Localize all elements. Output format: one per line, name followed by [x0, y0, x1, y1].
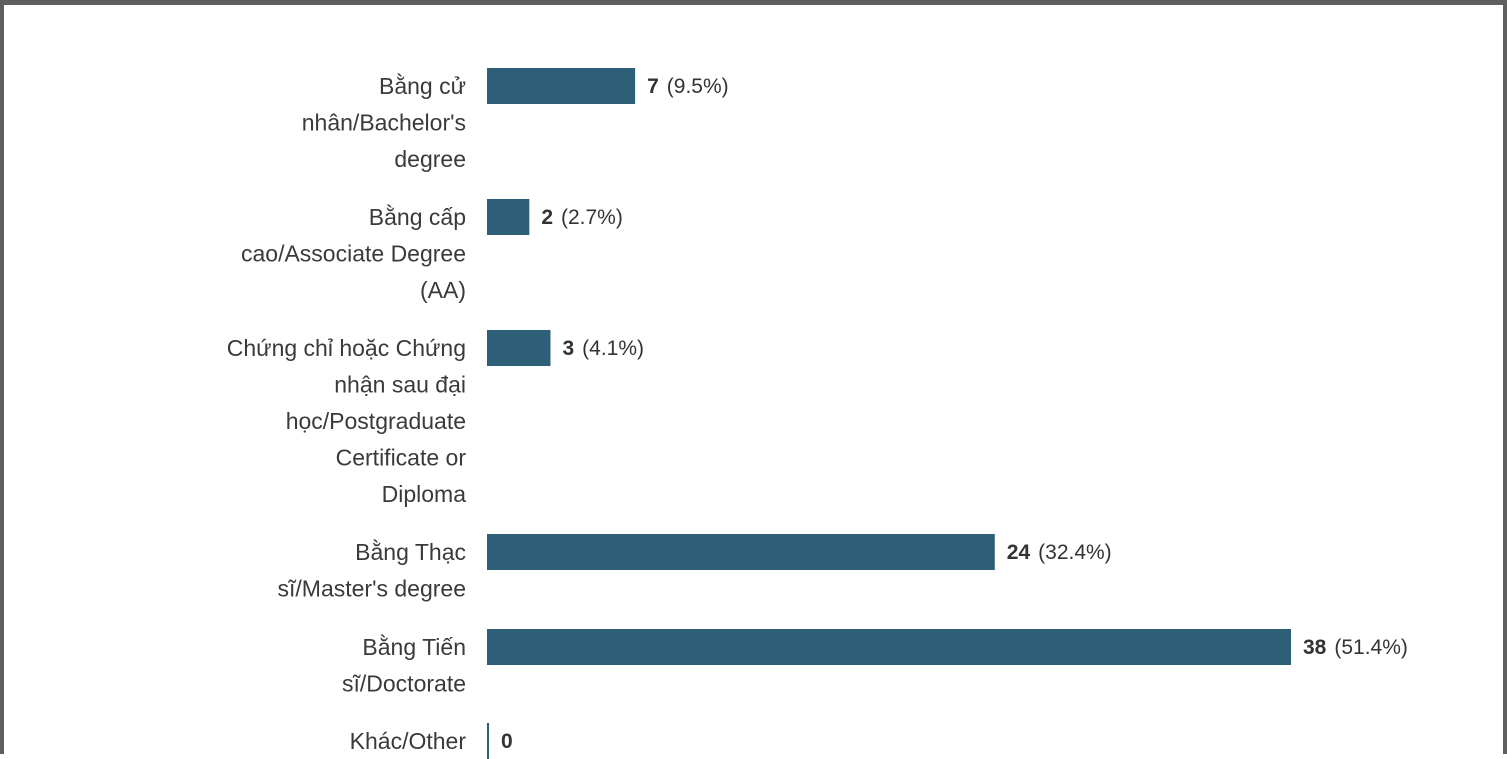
category-label: Khác/Other: [350, 728, 467, 754]
value-label: 24 (32.4%): [1007, 541, 1112, 564]
category-label: Chứng chỉ hoặc Chứng nhận sau đại học/Post…: [227, 335, 467, 507]
bar: [487, 68, 636, 104]
bar: [487, 629, 1291, 665]
bar-chart: Bằng cử nhân/Bachelor's degree 7 (9.5%) Bằng …: [227, 68, 1408, 759]
value-label: 3 (4.1%): [562, 337, 644, 360]
value-label: 7 (9.5%): [647, 75, 729, 98]
bar: [487, 534, 995, 570]
value-label: 38 (51.4%): [1303, 636, 1408, 659]
bar: [487, 723, 489, 759]
category-label: Bằng Tiến sĩ/Doctorate: [342, 634, 466, 697]
category-label: Bằng Thạc sĩ/Master's degree: [278, 539, 466, 602]
value-label: 0: [501, 730, 513, 753]
category-label: Bằng cử nhân/Bachelor's degree: [302, 73, 466, 172]
value-label: 2 (2.7%): [541, 206, 623, 229]
bar: [487, 199, 530, 235]
category-label: Bằng cấp cao/Associate Degree (AA): [241, 204, 466, 303]
bar: [487, 330, 551, 366]
